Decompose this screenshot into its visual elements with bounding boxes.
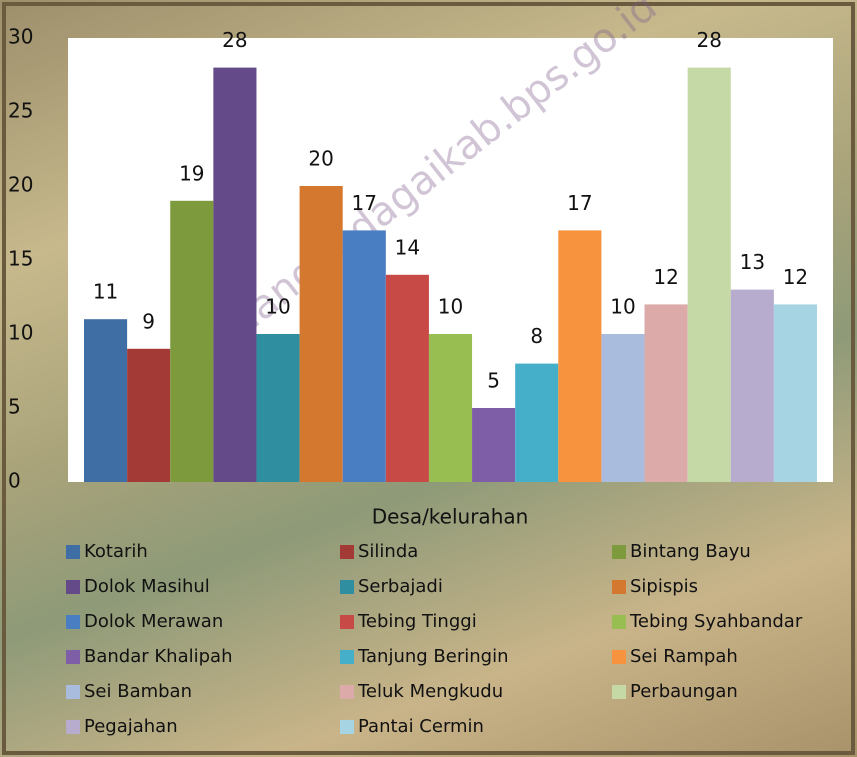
legend-swatch	[340, 545, 354, 559]
legend-label: Pantai Cermin	[358, 716, 484, 737]
value-label: 12	[783, 265, 808, 289]
bar	[170, 201, 213, 482]
legend-label: Pegajahan	[84, 716, 178, 737]
value-label: 12	[653, 265, 678, 289]
bar	[429, 334, 472, 482]
legend-label: Kotarih	[84, 541, 148, 562]
y-tick-label: 5	[8, 395, 21, 419]
bar	[515, 364, 558, 482]
page: serdangbedagaikab.bps.go.id Desa/kelurah…	[0, 0, 857, 757]
bar	[472, 408, 515, 482]
legend-label: Tebing Tinggi	[357, 611, 477, 632]
legend-swatch	[66, 580, 80, 594]
legend-swatch	[612, 650, 626, 664]
y-tick-label: 25	[8, 99, 33, 123]
legend-label: Tanjung Beringin	[357, 646, 509, 667]
value-label: 13	[740, 250, 765, 274]
legend-swatch	[66, 545, 80, 559]
y-tick-label: 0	[8, 469, 21, 493]
legend-swatch	[340, 615, 354, 629]
legend-label: Tebing Syahbandar	[629, 611, 803, 632]
value-label: 28	[222, 28, 247, 52]
legend-swatch	[340, 580, 354, 594]
legend-swatch	[612, 545, 626, 559]
bar	[127, 349, 170, 482]
y-tick-label: 30	[8, 25, 33, 49]
chart: serdangbedagaikab.bps.go.id Desa/kelurah…	[0, 0, 857, 757]
y-tick-label: 20	[8, 173, 33, 197]
legend-swatch	[66, 685, 80, 699]
bar	[343, 230, 386, 482]
x-axis-title: Desa/kelurahan	[372, 505, 529, 529]
value-label: 17	[567, 191, 592, 215]
bar	[774, 304, 817, 482]
legend-label: Serbajadi	[358, 576, 443, 597]
legend-swatch	[340, 720, 354, 734]
legend-label: Sei Bamban	[84, 681, 192, 702]
value-label: 19	[179, 161, 204, 185]
legend-label: Bintang Bayu	[630, 541, 751, 562]
legend-swatch	[340, 650, 354, 664]
legend-swatch	[66, 650, 80, 664]
bar	[84, 319, 127, 482]
value-label: 11	[93, 280, 118, 304]
legend-swatch	[66, 720, 80, 734]
legend-label: Dolok Merawan	[84, 611, 223, 632]
legend-swatch	[340, 685, 354, 699]
legend-swatch	[612, 685, 626, 699]
value-label: 5	[487, 369, 500, 393]
value-label: 10	[438, 295, 463, 319]
legend-label: Sipispis	[630, 576, 698, 597]
bar	[256, 334, 299, 482]
bar	[213, 68, 256, 482]
legend-label: Dolok Masihul	[84, 576, 210, 597]
legend-swatch	[66, 615, 80, 629]
value-label: 17	[352, 191, 377, 215]
bar	[386, 275, 429, 482]
y-tick-label: 10	[8, 321, 33, 345]
legend-label: Perbaungan	[630, 681, 738, 702]
legend-label: Sei Rampah	[630, 646, 738, 667]
value-label: 10	[610, 295, 635, 319]
legend-swatch	[612, 580, 626, 594]
bar	[731, 290, 774, 482]
legend-label: Bandar Khalipah	[84, 646, 232, 667]
bar	[558, 230, 601, 482]
bar	[645, 304, 688, 482]
y-tick-label: 15	[8, 247, 33, 271]
value-label: 9	[142, 309, 155, 333]
value-label: 8	[530, 324, 543, 348]
bar	[601, 334, 644, 482]
bar	[300, 186, 343, 482]
value-label: 28	[696, 28, 721, 52]
legend-label: Silinda	[358, 541, 418, 562]
value-label: 20	[308, 147, 333, 171]
bar	[688, 68, 731, 482]
value-label: 10	[265, 295, 290, 319]
legend-swatch	[612, 615, 626, 629]
value-label: 14	[395, 235, 420, 259]
legend-label: Teluk Mengkudu	[357, 681, 503, 702]
